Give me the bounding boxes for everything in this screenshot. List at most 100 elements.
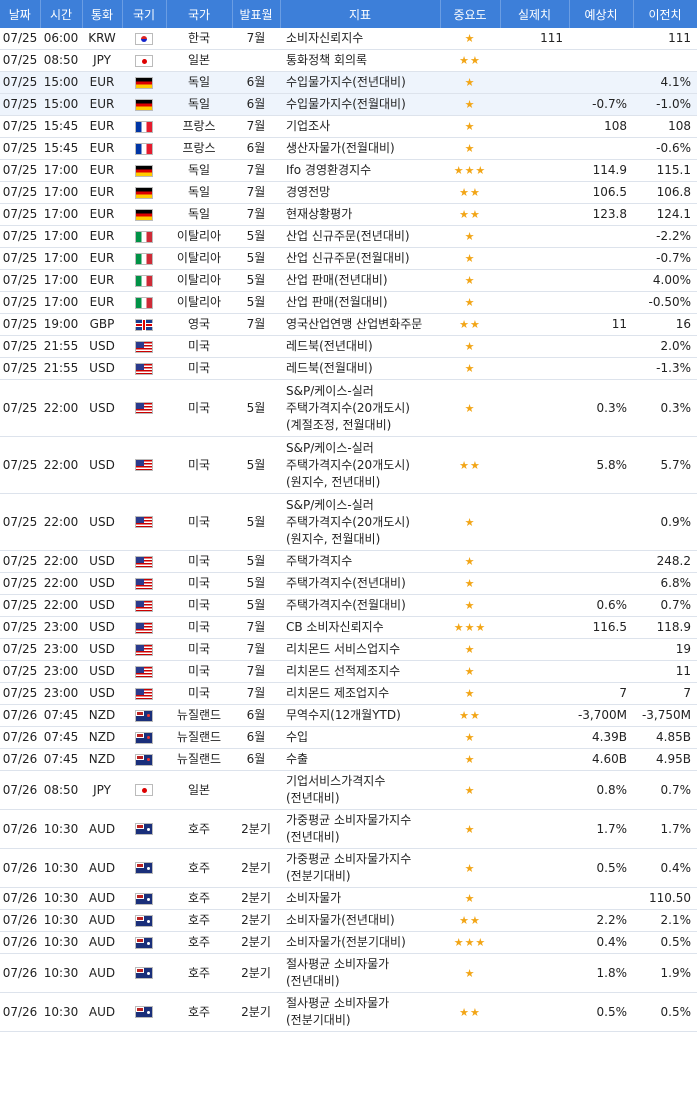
table-row[interactable]: 07/25 17:00 EUR 이탈리아 5월 산업 판매(전년대비) ★ 4.00% — [0, 269, 697, 292]
actual-cell — [500, 726, 569, 749]
time-cell: 22:00 — [40, 594, 82, 617]
table-row[interactable]: 07/25 17:00 EUR 독일 7월 Ifo 경영환경지수 ★★★ 114.9 115.1 — [0, 159, 697, 182]
table-row[interactable]: 07/25 17:00 EUR 이탈리아 5월 산업 신규주문(전월대비) ★ -0.7% — [0, 247, 697, 270]
table-row[interactable]: 07/25 22:00 USD 미국 5월 주택가격지수 ★ 248.2 — [0, 550, 697, 573]
indicator-cell: 산업 신규주문(전년대비) — [280, 225, 440, 248]
importance-cell: ★★ — [440, 203, 500, 226]
time-cell: 22:00 — [40, 436, 82, 494]
table-row[interactable]: 07/25 22:00 USD 미국 5월 S&P/케이스-실러 주택가격지수(20개도시… — [0, 436, 697, 494]
table-row[interactable]: 07/26 10:30 AUD 호주 2분기 소비자물가 ★ 110.50 — [0, 887, 697, 910]
date-cell: 07/25 — [0, 269, 40, 292]
table-row[interactable]: 07/25 17:00 EUR 독일 7월 경영전망 ★★ 106.5 106.8 — [0, 181, 697, 204]
table-row[interactable]: 07/26 10:30 AUD 호주 2분기 소비자물가(전년대비) ★★ 2.2% 2.1% — [0, 909, 697, 932]
flag-cell — [122, 28, 166, 50]
table-row[interactable]: 07/25 17:00 EUR 이탈리아 5월 산업 판매(전월대비) ★ -0.50% — [0, 291, 697, 314]
flag-icon — [135, 914, 153, 927]
country-cell: 일본 — [166, 49, 232, 72]
star-icon: ★ — [464, 892, 476, 905]
flag-icon — [135, 731, 153, 744]
country-cell: 호주 — [166, 931, 232, 954]
table-row[interactable]: 07/25 06:00 KRW 한국 7월 소비자신뢰지수 ★ 111 111 — [0, 28, 697, 50]
table-row[interactable]: 07/25 19:00 GBP 영국 7월 영국산업연맹 산업변화주문 ★★ 11 16 — [0, 313, 697, 336]
date-cell: 07/25 — [0, 159, 40, 182]
table-row[interactable]: 07/25 23:00 USD 미국 7월 CB 소비자신뢰지수 ★★★ 116.5 118.9 — [0, 616, 697, 639]
flag-icon — [135, 516, 153, 528]
table-row[interactable]: 07/26 10:30 AUD 호주 2분기 절사평균 소비자물가(전분기대비) ★★ 0.5… — [0, 992, 697, 1032]
forecast-cell — [569, 71, 633, 94]
month-cell: 6월 — [232, 71, 280, 94]
month-cell: 7월 — [232, 616, 280, 639]
table-row[interactable]: 07/25 22:00 USD 미국 5월 주택가격지수(전년대비) ★ 6.8% — [0, 572, 697, 595]
currency-cell: JPY — [82, 49, 122, 72]
currency-cell: EUR — [82, 269, 122, 292]
date-cell: 07/26 — [0, 770, 40, 810]
flag-icon — [135, 1006, 153, 1018]
month-cell — [232, 335, 280, 358]
table-row[interactable]: 07/25 15:00 EUR 독일 6월 수입물가지수(전월대비) ★ -0.7% -1.0% — [0, 93, 697, 116]
table-row[interactable]: 07/25 23:00 USD 미국 7월 리치몬드 제조업지수 ★ 7 7 — [0, 682, 697, 705]
column-header: 예상치 — [569, 0, 634, 28]
country-cell: 영국 — [166, 313, 232, 336]
actual-cell — [500, 770, 569, 810]
star-icon: ★★ — [459, 186, 481, 199]
country-cell: 미국 — [166, 572, 232, 595]
column-header: 시간 — [40, 0, 83, 28]
time-cell: 23:00 — [40, 616, 82, 639]
table-row[interactable]: 07/25 22:00 USD 미국 5월 S&P/케이스-실러 주택가격지수(20개도시… — [0, 379, 697, 437]
table-row[interactable]: 07/25 17:00 EUR 이탈리아 5월 산업 신규주문(전년대비) ★ -2.2% — [0, 225, 697, 248]
forecast-cell: 0.4% — [569, 931, 633, 954]
table-row[interactable]: 07/26 10:30 AUD 호주 2분기 절사평균 소비자물가(전년대비) ★ 1.8% 1… — [0, 953, 697, 993]
forecast-cell: -3,700M — [569, 704, 633, 727]
previous-cell: 2.0% — [633, 335, 697, 358]
currency-cell: EUR — [82, 203, 122, 226]
country-cell: 호주 — [166, 887, 232, 910]
actual-cell — [500, 992, 569, 1032]
indicator-cell: 소비자물가(전분기대비) — [280, 931, 440, 954]
importance-cell: ★ — [440, 93, 500, 116]
forecast-cell: 0.5% — [569, 992, 633, 1032]
flag-icon — [135, 186, 153, 199]
forecast-cell — [569, 137, 633, 160]
table-row[interactable]: 07/26 08:50 JPY 일본 기업서비스가격지수(전년대비) ★ 0.8% 0.7% — [0, 770, 697, 810]
table-row[interactable]: 07/26 10:30 AUD 호주 2분기 소비자물가(전분기대비) ★★★ 0.4% 0.5… — [0, 931, 697, 954]
table-row[interactable]: 07/26 07:45 NZD 뉴질랜드 6월 무역수지(12개월YTD) ★★ -3,700… — [0, 704, 697, 727]
previous-cell: -1.3% — [633, 357, 697, 380]
month-cell: 2분기 — [232, 809, 280, 849]
table-row[interactable]: 07/25 17:00 EUR 독일 7월 현재상황평가 ★★ 123.8 124.1 — [0, 203, 697, 226]
table-row[interactable]: 07/25 15:45 EUR 프랑스 7월 기업조사 ★ 108 108 — [0, 115, 697, 138]
table-row[interactable]: 07/25 21:55 USD 미국 레드북(전년대비) ★ 2.0% — [0, 335, 697, 358]
table-row[interactable]: 07/26 07:45 NZD 뉴질랜드 6월 수입 ★ 4.39B 4.85B — [0, 726, 697, 749]
table-row[interactable]: 07/25 15:00 EUR 독일 6월 수입물가지수(전년대비) ★ 4.1% — [0, 71, 697, 94]
table-row[interactable]: 07/25 15:45 EUR 프랑스 6월 생산자물가(전월대비) ★ -0.6% — [0, 137, 697, 160]
table-row[interactable]: 07/25 23:00 USD 미국 7월 리치몬드 선적제조지수 ★ 11 — [0, 660, 697, 683]
date-cell: 07/25 — [0, 49, 40, 72]
indicator-cell: 기업조사 — [280, 115, 440, 138]
table-row[interactable]: 07/25 08:50 JPY 일본 통화정책 회의록 ★★ — [0, 49, 697, 72]
flag-cell — [122, 550, 166, 573]
table-row[interactable]: 07/26 07:45 NZD 뉴질랜드 6월 수출 ★ 4.60B 4.95B — [0, 748, 697, 771]
month-cell: 7월 — [232, 660, 280, 683]
flag-icon — [135, 555, 153, 568]
time-cell: 17:00 — [40, 269, 82, 292]
flag-icon — [135, 54, 153, 67]
flag-cell — [122, 992, 166, 1032]
currency-cell: USD — [82, 550, 122, 573]
flag-icon — [135, 318, 153, 331]
date-cell: 07/25 — [0, 335, 40, 358]
column-header: 발표월 — [232, 0, 281, 28]
previous-cell: 1.7% — [633, 809, 697, 849]
table-row[interactable]: 07/25 22:00 USD 미국 5월 S&P/케이스-실러 주택가격지수(20개도시… — [0, 493, 697, 551]
table-row[interactable]: 07/25 23:00 USD 미국 7월 리치몬드 서비스업지수 ★ 19 — [0, 638, 697, 661]
table-row[interactable]: 07/26 10:30 AUD 호주 2분기 가중평균 소비자물가지수(전분기대비) ★ 0.… — [0, 848, 697, 888]
flag-icon — [135, 862, 153, 874]
country-cell: 미국 — [166, 638, 232, 661]
table-row[interactable]: 07/26 10:30 AUD 호주 2분기 가중평균 소비자물가지수(전년대비) ★ 1.7… — [0, 809, 697, 849]
time-cell: 08:50 — [40, 770, 82, 810]
table-row[interactable]: 07/25 21:55 USD 미국 레드북(전월대비) ★ -1.3% — [0, 357, 697, 380]
actual-cell — [500, 291, 569, 314]
table-row[interactable]: 07/25 22:00 USD 미국 5월 주택가격지수(전월대비) ★ 0.6% 0.7% — [0, 594, 697, 617]
actual-cell — [500, 159, 569, 182]
star-icon: ★★ — [459, 458, 481, 472]
importance-cell: ★ — [440, 291, 500, 314]
month-cell: 5월 — [232, 247, 280, 270]
